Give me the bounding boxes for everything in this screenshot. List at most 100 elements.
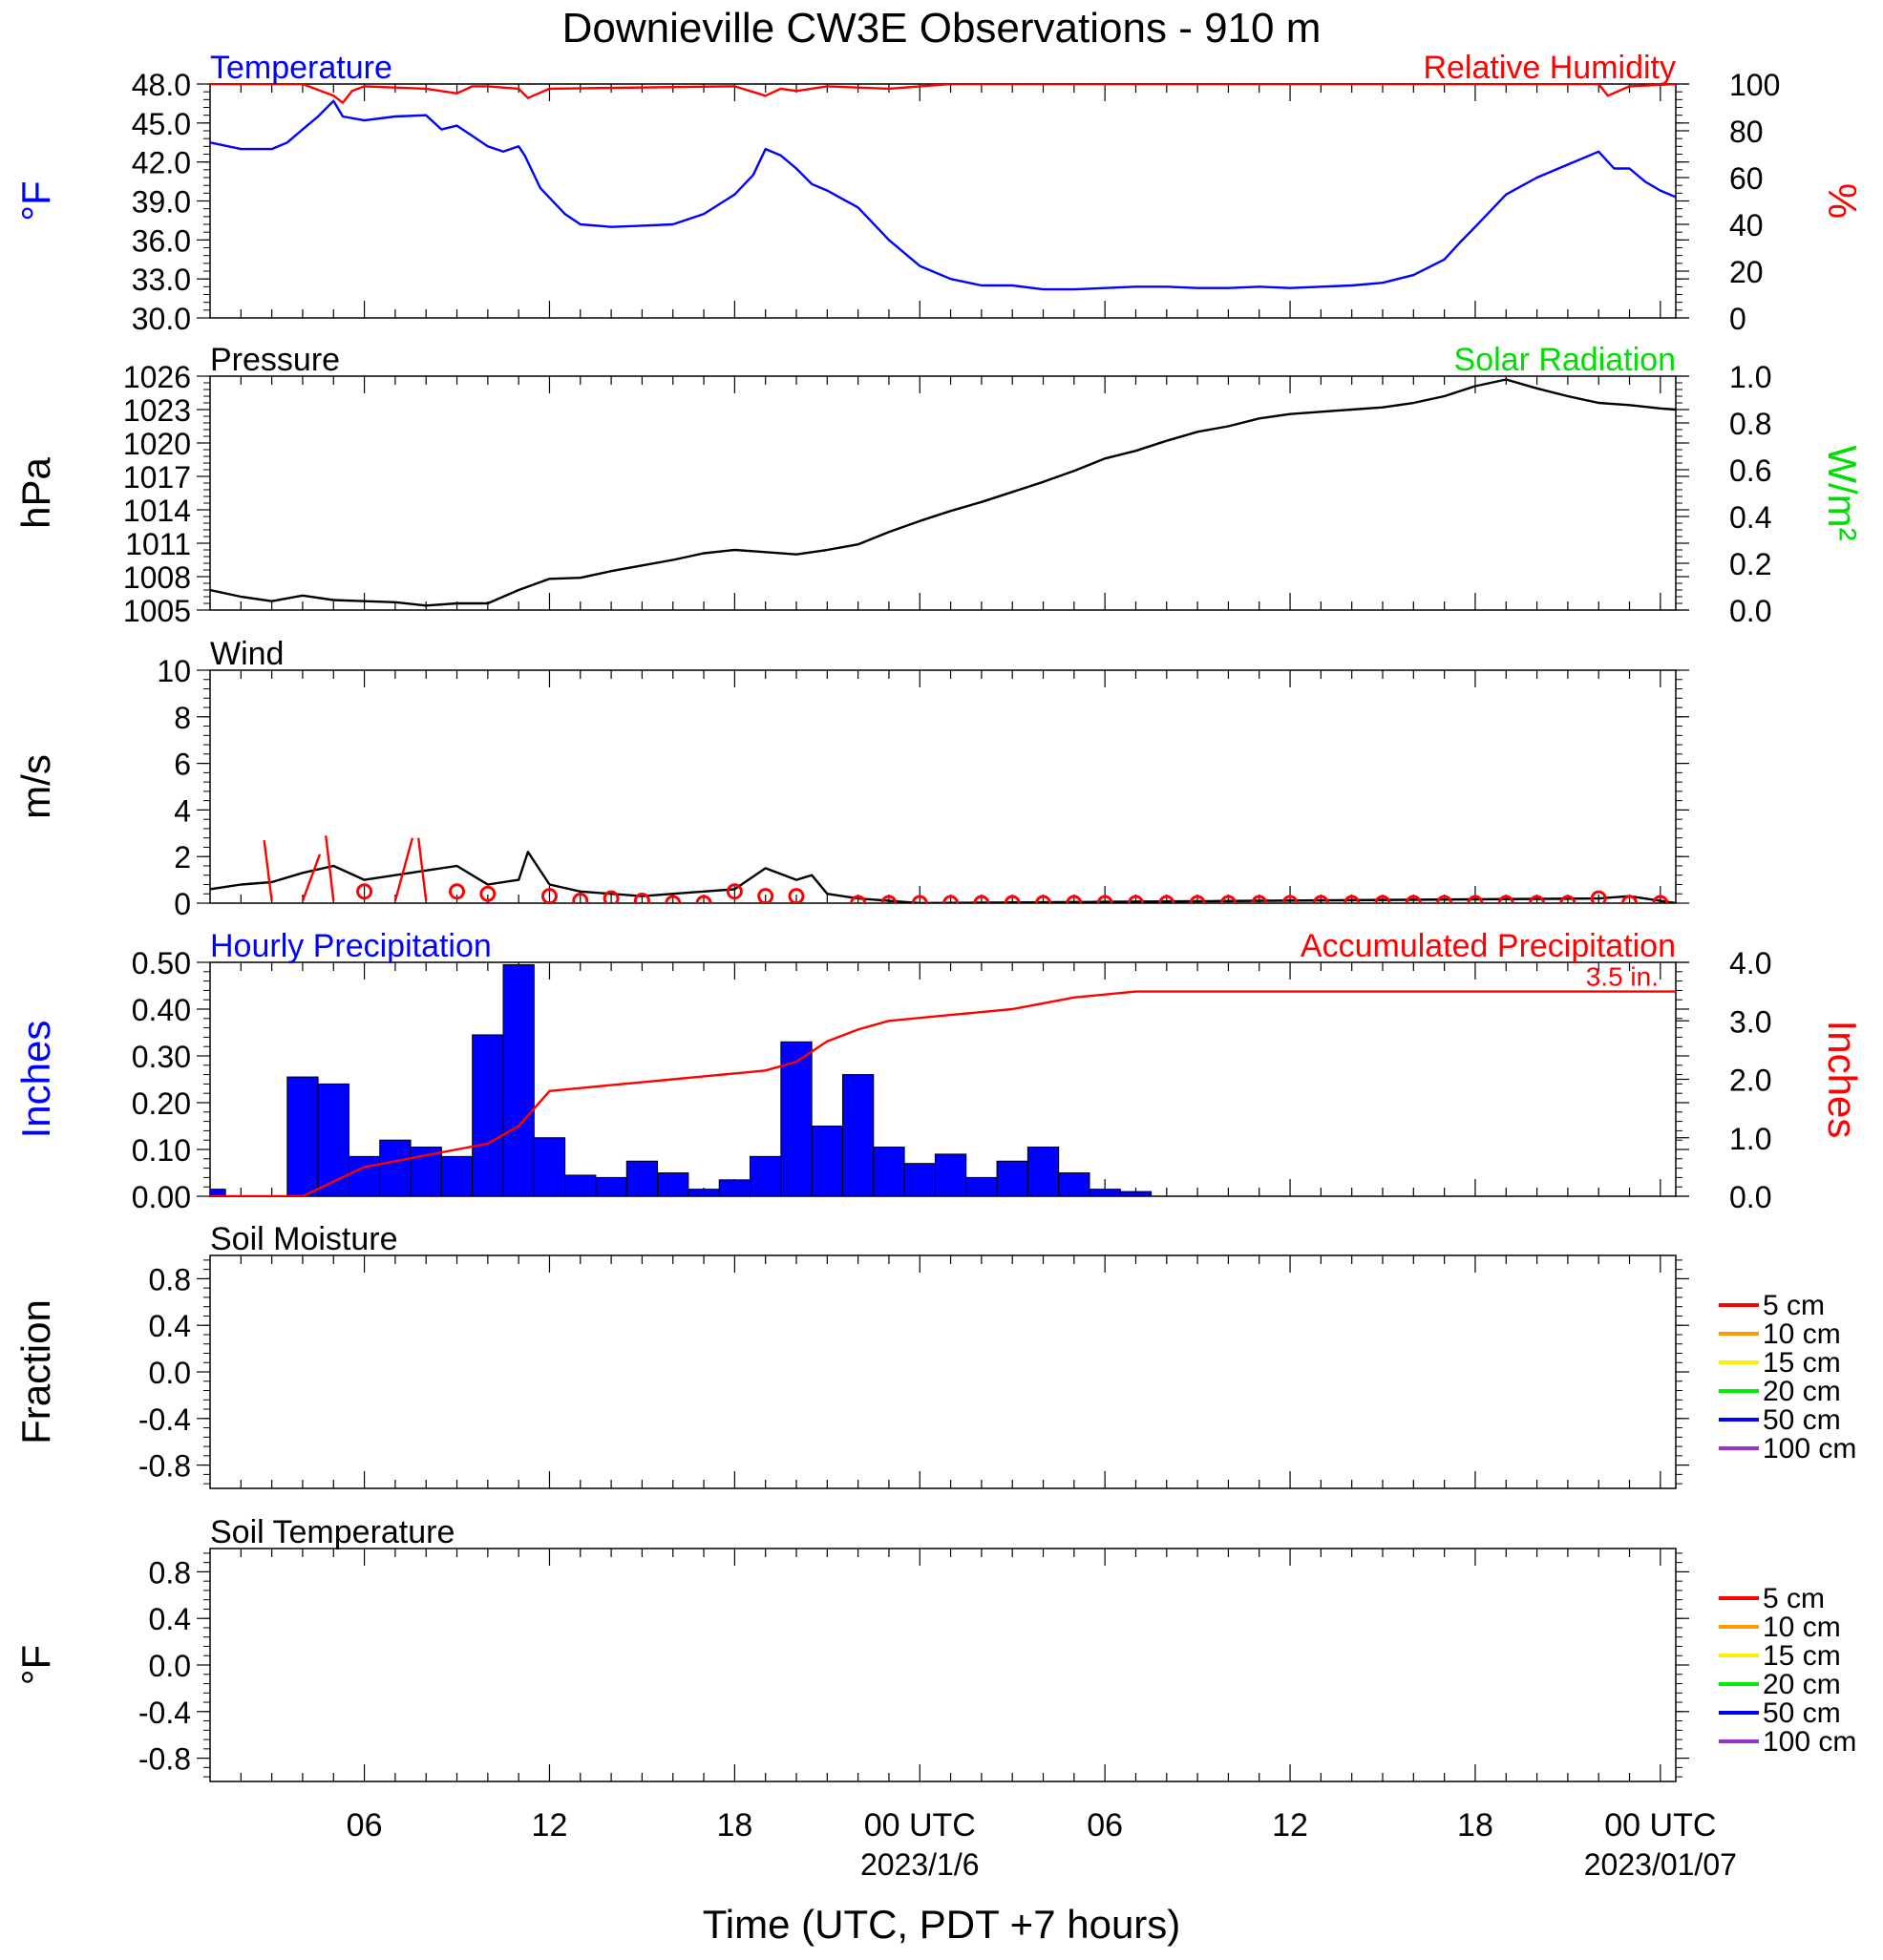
soil-temperature-ylabel-left: °F <box>13 1645 58 1685</box>
wind-direction-marker <box>1127 895 1144 903</box>
x-tick-label: 06 <box>1087 1807 1123 1844</box>
wind-direction-marker <box>880 895 898 903</box>
y-tick-label-left: 1014 <box>123 494 191 528</box>
pressure-solar-ylabel-left: hPa <box>13 456 58 528</box>
pressure-solar-ylabel-right: W/m² <box>1820 445 1865 540</box>
accumulated-total-annotation: 3.5 in. <box>1586 962 1659 992</box>
y-tick-label-right: 60 <box>1729 161 1764 196</box>
y-tick-label-left: 45.0 <box>132 107 191 141</box>
wind-direction-marker <box>633 893 650 903</box>
legend-entry-label: 50 cm <box>1763 1697 1841 1729</box>
wind-barb <box>325 835 335 901</box>
wind-direction-marker <box>665 895 682 903</box>
wind-direction-marker <box>695 895 712 903</box>
wind-direction-marker <box>726 883 743 900</box>
legend-entry-label: 20 cm <box>1763 1376 1841 1407</box>
x-tick-label: 06 <box>347 1807 383 1844</box>
precip-bar <box>873 1147 905 1196</box>
legend-entry-label: 100 cm <box>1763 1726 1856 1758</box>
wind-left-title: Wind <box>210 636 284 672</box>
wind-direction-marker <box>1004 895 1021 903</box>
y-tick-label-left: 0.30 <box>132 1040 191 1074</box>
pressure-solar-right-title: Solar Radiation <box>1454 342 1676 378</box>
y-tick-label-left: 30.0 <box>132 302 191 336</box>
soil-moisture-frame <box>209 1254 1677 1489</box>
y-tick-label-left: 42.0 <box>132 146 191 180</box>
wind-barb <box>417 837 428 901</box>
legend-entry-label: 5 cm <box>1763 1583 1825 1614</box>
precipitation-left-title: Hourly Precipitation <box>210 928 492 964</box>
y-tick-label-left: 8 <box>174 701 191 735</box>
precip-bar <box>688 1189 720 1196</box>
wind-direction-marker <box>1096 895 1113 903</box>
precip-bar <box>625 1160 659 1196</box>
wind-direction-marker <box>757 888 774 903</box>
x-tick-label: 00 UTC <box>1604 1807 1716 1844</box>
precip-bar <box>379 1139 412 1196</box>
y-tick-label-left: 1026 <box>123 360 191 394</box>
wind-direction-marker <box>1281 895 1299 903</box>
precip-bar <box>348 1155 381 1196</box>
y-tick-label-left: 1005 <box>123 594 191 628</box>
legend-entry-label: 10 cm <box>1763 1318 1841 1350</box>
temperature-humidity-ylabel-right: % <box>1820 183 1865 219</box>
wind-direction-marker <box>1374 895 1391 903</box>
legend-entry-label: 100 cm <box>1763 1433 1856 1465</box>
y-tick-label-left: 36.0 <box>132 223 191 258</box>
x-tick-date-label: 2023/01/07 <box>1584 1847 1737 1882</box>
wind-direction-marker <box>1652 895 1669 903</box>
precipitation-right-title: Accumulated Precipitation <box>1301 928 1676 964</box>
y-tick-label-right: 0.6 <box>1729 453 1771 488</box>
precip-bar <box>811 1126 843 1196</box>
temperature-humidity-left-title: Temperature <box>210 50 392 86</box>
precip-bar <box>1058 1172 1090 1196</box>
wind-direction-marker <box>1189 895 1206 903</box>
soil-moisture-ylabel-left: Fraction <box>13 1299 58 1444</box>
y-tick-label-left: 39.0 <box>132 185 191 220</box>
y-tick-label-left: 1008 <box>123 560 191 595</box>
wind-direction-marker <box>1405 895 1422 903</box>
x-tick-label: 12 <box>532 1807 568 1844</box>
wind-barb <box>393 837 414 901</box>
pressure-solar-left-title: Pressure <box>210 342 340 378</box>
wind-direction-marker <box>1436 895 1453 903</box>
soil-moisture-left-title: Soil Moisture <box>210 1221 398 1257</box>
y-tick-label-left: 0.00 <box>132 1180 191 1214</box>
wind-direction-marker <box>973 895 990 903</box>
legend-entry-label: 15 cm <box>1763 1347 1841 1379</box>
wind-direction-marker <box>479 885 497 902</box>
wind-direction-marker <box>1621 895 1639 903</box>
precip-bar <box>1119 1191 1153 1196</box>
precip-bar <box>1026 1147 1060 1196</box>
legend-entry-label: 50 cm <box>1763 1404 1841 1436</box>
precip-bar <box>472 1034 504 1196</box>
precip-bar <box>502 963 535 1196</box>
wind-frame <box>209 669 1677 904</box>
precip-bar <box>317 1083 349 1196</box>
precip-bar <box>965 1176 998 1196</box>
y-tick-label-left: 0.0 <box>149 1649 191 1683</box>
precip-bar <box>657 1172 689 1196</box>
precip-bar <box>903 1163 936 1196</box>
x-axis-title: Time (UTC, PDT +7 hours) <box>703 1902 1181 1947</box>
wind-direction-marker <box>1158 895 1175 903</box>
y-tick-label-left: 0.8 <box>149 1555 191 1590</box>
y-tick-label-left: -0.8 <box>138 1449 191 1484</box>
y-tick-label-left: 0.0 <box>149 1356 191 1390</box>
precip-bar <box>533 1137 566 1196</box>
y-tick-label-left: 6 <box>174 748 191 782</box>
wind-direction-marker <box>788 888 805 903</box>
y-tick-label-right: 0.0 <box>1729 1180 1771 1214</box>
y-tick-label-left: 0.4 <box>149 1602 191 1636</box>
x-tick-label: 18 <box>716 1807 752 1844</box>
wind-barb <box>263 839 273 901</box>
y-tick-label-right: 0.0 <box>1729 594 1771 628</box>
y-tick-label-right: 0.4 <box>1729 500 1771 535</box>
y-tick-label-left: 4 <box>174 793 191 828</box>
y-tick-label-right: 80 <box>1729 115 1764 149</box>
series-line-accumulated-precipitation <box>210 990 1676 1196</box>
wind-direction-marker <box>572 893 589 903</box>
wind-barb <box>301 854 322 901</box>
precip-bar <box>564 1174 597 1196</box>
